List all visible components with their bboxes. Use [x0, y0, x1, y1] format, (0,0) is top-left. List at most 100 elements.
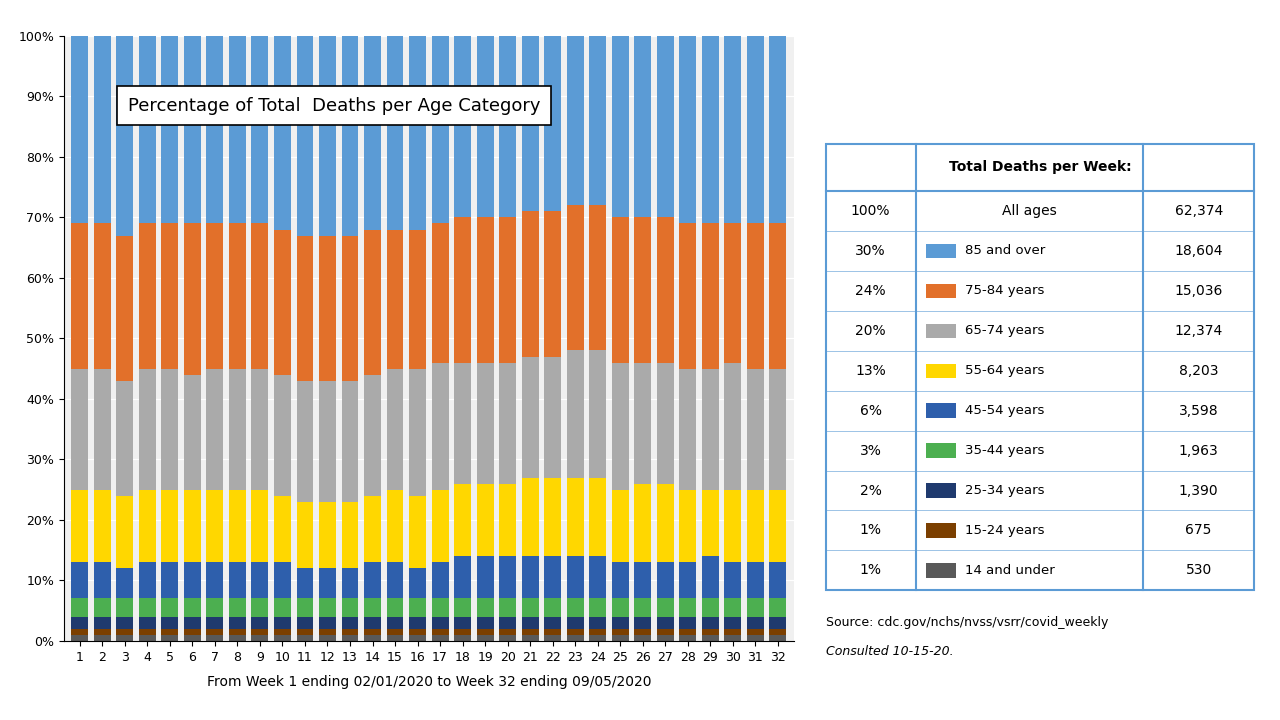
Bar — [431, 562, 448, 598]
Bar — [206, 635, 223, 641]
Bar — [657, 42, 673, 217]
Bar — [184, 598, 201, 616]
Bar — [769, 36, 786, 48]
Bar — [454, 635, 471, 641]
X-axis label: From Week 1 ending 02/01/2020 to Week 32 ending 09/05/2020: From Week 1 ending 02/01/2020 to Week 32… — [206, 675, 652, 688]
Bar — [657, 635, 673, 641]
Bar — [364, 230, 381, 374]
Bar — [657, 598, 673, 616]
Bar — [297, 381, 314, 502]
Bar — [476, 484, 494, 556]
Bar — [701, 223, 719, 369]
Bar — [431, 598, 448, 616]
Bar — [229, 223, 246, 369]
Bar — [657, 616, 673, 629]
Bar — [927, 523, 956, 538]
Bar — [769, 223, 786, 369]
Bar — [769, 629, 786, 635]
Bar — [589, 556, 607, 598]
Bar — [161, 616, 178, 629]
Text: 3,598: 3,598 — [1179, 404, 1219, 418]
Bar — [589, 616, 607, 629]
Bar — [161, 562, 178, 598]
Bar — [635, 42, 652, 217]
Bar — [522, 356, 539, 477]
Bar — [93, 616, 111, 629]
Bar — [387, 629, 403, 635]
Bar — [589, 477, 607, 556]
Bar — [522, 212, 539, 356]
Bar — [206, 369, 223, 490]
Text: 3%: 3% — [860, 444, 882, 458]
Text: Percentage of Total  Deaths per Age Category: Percentage of Total Deaths per Age Categ… — [128, 96, 540, 114]
Bar — [769, 48, 786, 223]
Bar — [274, 629, 291, 635]
Bar — [251, 598, 269, 616]
Bar — [657, 36, 673, 42]
Bar — [161, 42, 178, 223]
Bar — [567, 205, 584, 351]
Bar — [251, 369, 269, 490]
Bar — [522, 598, 539, 616]
Bar — [319, 36, 335, 48]
Bar — [251, 616, 269, 629]
Bar — [161, 598, 178, 616]
Bar — [680, 36, 696, 48]
Bar — [701, 629, 719, 635]
Bar — [612, 42, 628, 217]
Bar — [138, 598, 156, 616]
Bar — [499, 484, 516, 556]
Bar — [746, 36, 764, 48]
Bar — [387, 230, 403, 369]
Bar — [522, 556, 539, 598]
Bar — [206, 36, 223, 42]
Text: 6%: 6% — [860, 404, 882, 418]
Bar — [138, 635, 156, 641]
Text: Source: cdc.gov/nchs/nvss/vsrr/covid_weekly: Source: cdc.gov/nchs/nvss/vsrr/covid_wee… — [826, 616, 1108, 629]
Bar — [364, 635, 381, 641]
Bar — [251, 36, 269, 42]
Text: 1,390: 1,390 — [1179, 484, 1219, 498]
Bar — [206, 490, 223, 562]
Bar — [116, 381, 133, 495]
Bar — [454, 484, 471, 556]
Bar — [567, 635, 584, 641]
Bar — [567, 556, 584, 598]
Bar — [476, 42, 494, 217]
Bar — [184, 629, 201, 635]
Bar — [93, 42, 111, 223]
Bar — [476, 616, 494, 629]
Bar — [319, 616, 335, 629]
Bar — [567, 598, 584, 616]
Bar — [567, 629, 584, 635]
Bar — [746, 490, 764, 562]
Bar — [410, 635, 426, 641]
Bar — [612, 363, 628, 490]
Bar — [612, 490, 628, 562]
Bar — [431, 629, 448, 635]
Bar — [680, 48, 696, 223]
Bar — [746, 616, 764, 629]
Bar — [454, 556, 471, 598]
Bar — [184, 490, 201, 562]
Bar — [387, 48, 403, 230]
Bar — [274, 562, 291, 598]
Bar — [454, 616, 471, 629]
Bar — [72, 36, 88, 42]
Bar — [342, 48, 358, 235]
Bar — [364, 629, 381, 635]
Bar — [680, 490, 696, 562]
Bar — [680, 635, 696, 641]
Bar — [342, 568, 358, 598]
Bar — [206, 629, 223, 635]
Bar — [454, 217, 471, 363]
Bar — [297, 502, 314, 568]
Bar — [251, 635, 269, 641]
Text: 25-34 years: 25-34 years — [965, 484, 1044, 497]
Bar — [589, 205, 607, 351]
Bar — [746, 635, 764, 641]
Bar — [544, 629, 561, 635]
Bar — [701, 598, 719, 616]
Bar — [499, 629, 516, 635]
Bar — [499, 635, 516, 641]
